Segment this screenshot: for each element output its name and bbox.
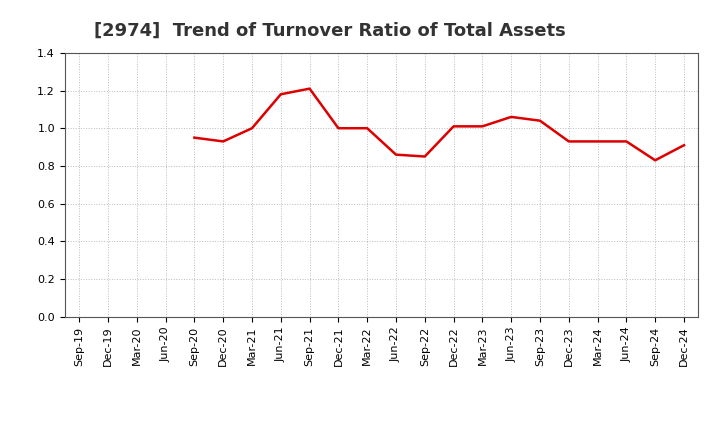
Text: [2974]  Trend of Turnover Ratio of Total Assets: [2974] Trend of Turnover Ratio of Total … — [94, 22, 565, 40]
